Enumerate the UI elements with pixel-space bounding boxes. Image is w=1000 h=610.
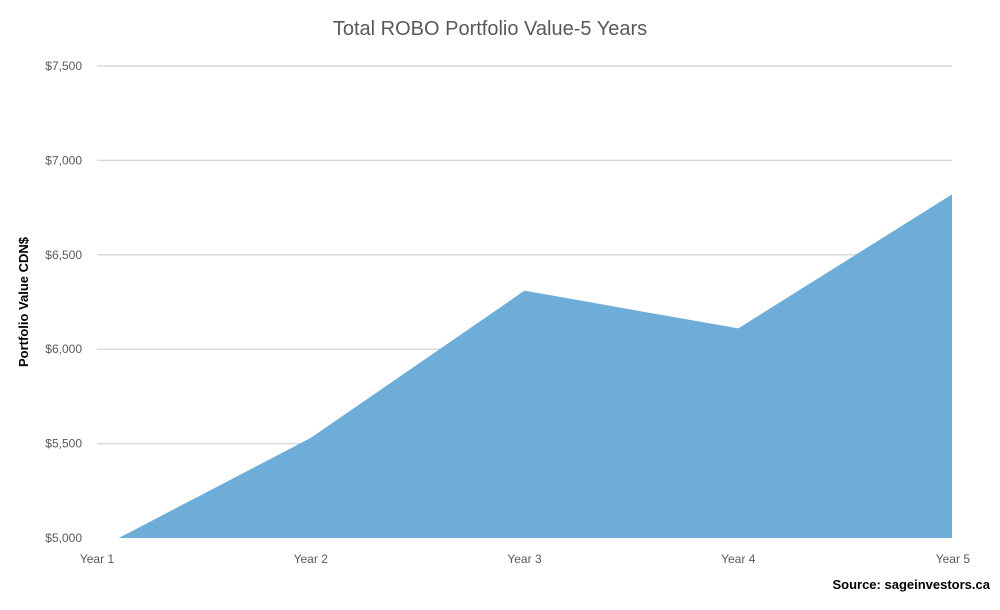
y-tick-label: $6,000	[45, 342, 82, 356]
y-tick-label: $7,500	[45, 59, 82, 73]
x-tick-label: Year 1	[80, 552, 115, 566]
x-tick-label: Year 3	[507, 552, 542, 566]
y-axis-ticks: $5,000 $5,500 $6,000 $6,500 $7,000 $7,500	[45, 59, 82, 545]
x-axis-ticks: Year 1 Year 2 Year 3 Year 4 Year 5	[80, 552, 970, 566]
area-series	[97, 194, 952, 538]
area-layer	[96, 194, 953, 539]
y-tick-label: $5,500	[45, 437, 82, 451]
x-tick-label: Year 2	[294, 552, 329, 566]
y-tick-label: $7,000	[45, 153, 82, 167]
y-axis-label: Portfolio Value CDN$	[16, 236, 31, 367]
chart-title: Total ROBO Portfolio Value-5 Years	[333, 18, 647, 40]
source-note: Source: sageinvestors.ca	[832, 577, 990, 592]
y-tick-label: $5,000	[45, 531, 82, 545]
y-tick-label: $6,500	[45, 248, 82, 262]
x-tick-label: Year 4	[721, 552, 756, 566]
x-tick-label: Year 5	[936, 552, 971, 566]
